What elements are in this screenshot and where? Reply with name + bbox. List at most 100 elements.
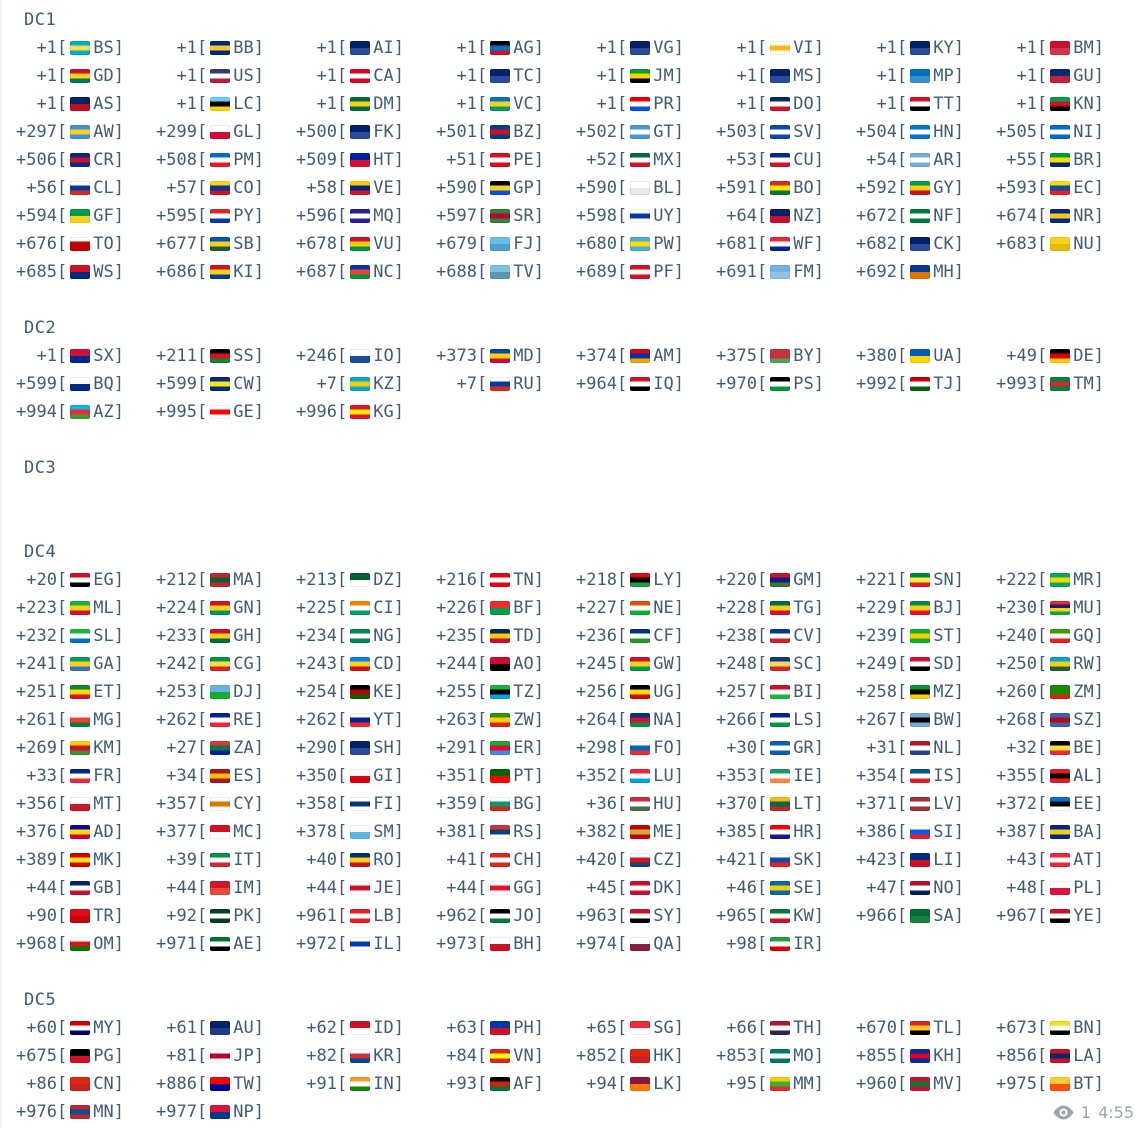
dialing-code-entry[interactable]: +222[MR]	[996, 566, 1136, 594]
dialing-code-entry[interactable]: +39[IT]	[156, 846, 296, 874]
dialing-code-entry[interactable]: +1[AI]	[296, 34, 436, 62]
dialing-code-entry[interactable]: +1[CA]	[296, 62, 436, 90]
dialing-code-entry[interactable]: +229[BJ]	[856, 594, 996, 622]
dialing-code-entry[interactable]: +44[IM]	[156, 874, 296, 902]
dialing-code-entry[interactable]: +221[SN]	[856, 566, 996, 594]
dialing-code-entry[interactable]: +358[FI]	[296, 790, 436, 818]
dialing-code-entry[interactable]: +44[GB]	[16, 874, 156, 902]
dialing-code-entry[interactable]: +268[SZ]	[996, 706, 1136, 734]
dialing-code-entry[interactable]: +599[CW]	[156, 370, 296, 398]
dialing-code-entry[interactable]: +241[GA]	[16, 650, 156, 678]
dialing-code-entry[interactable]: +235[TD]	[436, 622, 576, 650]
dialing-code-entry[interactable]: +248[SC]	[716, 650, 856, 678]
dialing-code-entry[interactable]: +678[VU]	[296, 230, 436, 258]
dialing-code-entry[interactable]: +374[AM]	[576, 342, 716, 370]
dialing-code-entry[interactable]: +971[AE]	[156, 930, 296, 958]
dialing-code-entry[interactable]: +93[AF]	[436, 1070, 576, 1098]
dialing-code-entry[interactable]: +356[MT]	[16, 790, 156, 818]
dialing-code-entry[interactable]: +299[GL]	[156, 118, 296, 146]
dialing-code-entry[interactable]: +372[EE]	[996, 790, 1136, 818]
dialing-code-entry[interactable]: +670[TL]	[856, 1014, 996, 1042]
dialing-code-entry[interactable]: +596[MQ]	[296, 202, 436, 230]
dialing-code-entry[interactable]: +1[BB]	[156, 34, 296, 62]
dialing-code-entry[interactable]: +57[CO]	[156, 174, 296, 202]
dialing-code-entry[interactable]: +994[AZ]	[16, 398, 156, 426]
dialing-code-entry[interactable]: +972[IL]	[296, 930, 436, 958]
dialing-code-entry[interactable]: +41[CH]	[436, 846, 576, 874]
dialing-code-entry[interactable]: +62[ID]	[296, 1014, 436, 1042]
dialing-code-entry[interactable]: +211[SS]	[156, 342, 296, 370]
dialing-code-entry[interactable]: +975[BT]	[996, 1070, 1136, 1098]
dialing-code-entry[interactable]: +967[YE]	[996, 902, 1136, 930]
dialing-code-entry[interactable]: +233[GH]	[156, 622, 296, 650]
dialing-code-entry[interactable]: +266[LS]	[716, 706, 856, 734]
dialing-code-entry[interactable]: +1[VG]	[576, 34, 716, 62]
dialing-code-entry[interactable]: +996[KG]	[296, 398, 436, 426]
dialing-code-entry[interactable]: +60[MY]	[16, 1014, 156, 1042]
dialing-code-entry[interactable]: +595[PY]	[156, 202, 296, 230]
dialing-code-entry[interactable]: +232[SL]	[16, 622, 156, 650]
dialing-code-entry[interactable]: +262[YT]	[296, 706, 436, 734]
dialing-code-entry[interactable]: +262[RE]	[156, 706, 296, 734]
dialing-code-entry[interactable]: +1[MP]	[856, 62, 996, 90]
dialing-code-entry[interactable]: +245[GW]	[576, 650, 716, 678]
dialing-code-entry[interactable]: +223[ML]	[16, 594, 156, 622]
dialing-code-entry[interactable]: +1[KY]	[856, 34, 996, 62]
dialing-code-entry[interactable]: +249[SD]	[856, 650, 996, 678]
dialing-code-entry[interactable]: +51[PE]	[436, 146, 576, 174]
dialing-code-entry[interactable]: +224[GN]	[156, 594, 296, 622]
dialing-code-entry[interactable]: +382[ME]	[576, 818, 716, 846]
dialing-code-entry[interactable]: +90[TR]	[16, 902, 156, 930]
dialing-code-entry[interactable]: +216[TN]	[436, 566, 576, 594]
dialing-code-entry[interactable]: +225[CI]	[296, 594, 436, 622]
dialing-code-entry[interactable]: +377[MC]	[156, 818, 296, 846]
dialing-code-entry[interactable]: +240[GQ]	[996, 622, 1136, 650]
dialing-code-entry[interactable]: +591[BO]	[716, 174, 856, 202]
dialing-code-entry[interactable]: +853[MO]	[716, 1042, 856, 1070]
dialing-code-entry[interactable]: +46[SE]	[716, 874, 856, 902]
dialing-code-entry[interactable]: +236[CF]	[576, 622, 716, 650]
dialing-code-entry[interactable]: +376[AD]	[16, 818, 156, 846]
dialing-code-entry[interactable]: +65[SG]	[576, 1014, 716, 1042]
dialing-code-entry[interactable]: +992[TJ]	[856, 370, 996, 398]
dialing-code-entry[interactable]: +1[KN]	[996, 90, 1136, 118]
dialing-code-entry[interactable]: +218[LY]	[576, 566, 716, 594]
dialing-code-entry[interactable]: +389[MK]	[16, 846, 156, 874]
dialing-code-entry[interactable]: +677[SB]	[156, 230, 296, 258]
dialing-code-entry[interactable]: +1[BS]	[16, 34, 156, 62]
dialing-code-entry[interactable]: +687[NC]	[296, 258, 436, 286]
dialing-code-entry[interactable]: +234[NG]	[296, 622, 436, 650]
dialing-code-entry[interactable]: +386[SI]	[856, 818, 996, 846]
dialing-code-entry[interactable]: +1[DM]	[296, 90, 436, 118]
dialing-code-entry[interactable]: +264[NA]	[576, 706, 716, 734]
dialing-code-entry[interactable]: +977[NP]	[156, 1098, 296, 1126]
dialing-code-entry[interactable]: +27[ZA]	[156, 734, 296, 762]
dialing-code-entry[interactable]: +250[RW]	[996, 650, 1136, 678]
dialing-code-entry[interactable]: +357[CY]	[156, 790, 296, 818]
dialing-code-entry[interactable]: +373[MD]	[436, 342, 576, 370]
dialing-code-entry[interactable]: +387[BA]	[996, 818, 1136, 846]
dialing-code-entry[interactable]: +52[MX]	[576, 146, 716, 174]
dialing-code-entry[interactable]: +688[TV]	[436, 258, 576, 286]
dialing-code-entry[interactable]: +246[IO]	[296, 342, 436, 370]
dialing-code-entry[interactable]: +1[GD]	[16, 62, 156, 90]
dialing-code-entry[interactable]: +261[MG]	[16, 706, 156, 734]
dialing-code-entry[interactable]: +590[GP]	[436, 174, 576, 202]
dialing-code-entry[interactable]: +420[CZ]	[576, 846, 716, 874]
dialing-code-entry[interactable]: +674[NR]	[996, 202, 1136, 230]
dialing-code-entry[interactable]: +354[IS]	[856, 762, 996, 790]
dialing-code-entry[interactable]: +226[BF]	[436, 594, 576, 622]
dialing-code-entry[interactable]: +685[WS]	[16, 258, 156, 286]
dialing-code-entry[interactable]: +503[SV]	[716, 118, 856, 146]
dialing-code-entry[interactable]: +974[QA]	[576, 930, 716, 958]
dialing-code-entry[interactable]: +965[KW]	[716, 902, 856, 930]
dialing-code-entry[interactable]: +267[BW]	[856, 706, 996, 734]
dialing-code-entry[interactable]: +502[GT]	[576, 118, 716, 146]
dialing-code-entry[interactable]: +504[HN]	[856, 118, 996, 146]
dialing-code-entry[interactable]: +86[CN]	[16, 1070, 156, 1098]
dialing-code-entry[interactable]: +1[DO]	[716, 90, 856, 118]
dialing-code-entry[interactable]: +594[GF]	[16, 202, 156, 230]
dialing-code-entry[interactable]: +505[NI]	[996, 118, 1136, 146]
dialing-code-entry[interactable]: +43[AT]	[996, 846, 1136, 874]
dialing-code-entry[interactable]: +220[GM]	[716, 566, 856, 594]
